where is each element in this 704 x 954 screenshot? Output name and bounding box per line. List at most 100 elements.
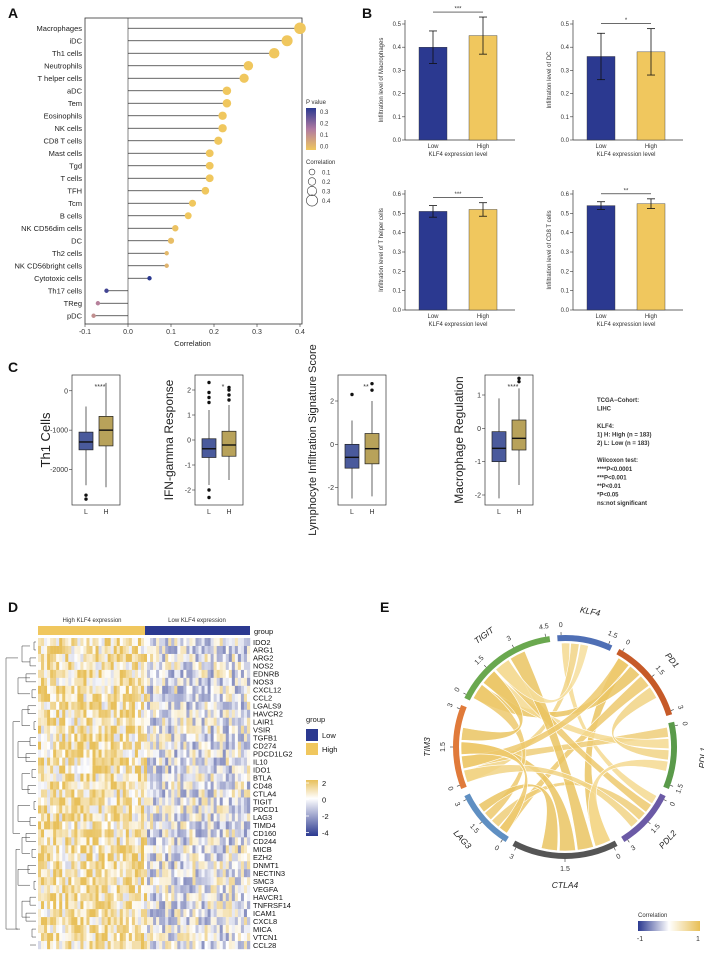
heatmap-cell [153,677,157,687]
heatmap-cell [165,677,169,687]
heatmap-cell [65,925,69,934]
heatmap-cell [246,845,251,854]
heatmap-cell [47,781,51,790]
heatmap-cell [47,917,51,926]
heatmap-row [38,669,251,679]
heatmap-cell [225,709,229,718]
heatmap-cell [231,813,236,822]
heatmap-cell [116,933,120,942]
sector-name: CTLA4 [552,880,579,890]
heatmap-cell [71,741,75,750]
sector-tick [463,692,467,695]
heatmap-cell [159,725,163,734]
heatmap-cell [122,741,127,750]
heatmap-cell [243,821,248,830]
box-plot-2: 210-1-2L H*IFN-gamma Response [162,374,244,516]
heatmap-cell [159,741,163,750]
heatmap-cell [186,917,190,926]
heatmap-cell [95,773,99,782]
heatmap-cell [101,861,105,870]
heatmap-cell [65,837,69,846]
heatmap-cell [231,909,236,918]
heatmap-cell [125,909,130,918]
heatmap-cell [98,933,102,942]
heatmap-cell [183,661,187,671]
heatmap-cell [213,829,217,838]
heatmap-cell [183,925,187,934]
heatmap-cell [92,941,96,950]
heatmap-cell [171,701,175,710]
heatmap-cell [177,861,181,870]
heatmap-cell [186,901,190,910]
heatmap-cell [231,877,236,886]
heatmap-cell [234,773,239,782]
heatmap-cell [134,869,139,878]
heatmap-cell [122,733,127,742]
chord-link [561,642,658,805]
heatmap-cell [183,765,187,774]
heatmap-cell [134,941,139,950]
heatmap-cell [162,901,166,910]
heatmap-cell [56,677,60,687]
heatmap-cell [107,869,111,878]
heatmap-cell [137,701,142,710]
heatmap-cell [56,725,60,734]
heatmap-cell [201,693,205,702]
heatmap-cell [147,725,151,734]
heatmap-cell [50,773,54,782]
heatmap-cell [189,877,193,886]
heatmap-cell [153,813,157,822]
heatmap-cell [219,845,223,854]
heatmap-cell [216,661,220,671]
heatmap-cell [131,717,136,726]
lollipop-point [218,111,227,120]
heatmap-cell [216,733,220,742]
heatmap-cell [140,749,145,758]
heatmap-cell [110,845,114,854]
heatmap-cell [222,917,226,926]
heatmap-cell [192,781,196,790]
heatmap-cell [168,789,172,798]
heatmap-cell [159,733,163,742]
heatmap-cell [189,749,193,758]
heatmap-cell [162,789,166,798]
heatmap-cell [86,789,90,798]
heatmap-cell [240,669,245,679]
sector-tick-label: 0 [615,853,622,861]
heatmap-cell [125,781,130,790]
y-tick-label: 0.4 [561,231,570,237]
heatmap-cell [125,869,130,878]
heatmap-cell [198,685,202,695]
heatmap-cell [192,925,196,934]
heatmap-cell [162,933,166,942]
heatmap-cell [210,653,214,663]
heatmap-cell [207,853,211,862]
outlier-point [207,390,211,395]
heatmap-cell [174,781,178,790]
heatmap-cell [125,685,130,695]
heatmap-cell [243,685,248,695]
heatmap-cell [56,741,60,750]
heatmap-cell [50,909,54,918]
heatmap-cell [116,709,120,718]
heatmap-cell [162,813,166,822]
heatmap-cell [234,805,239,814]
heatmap-cell [86,638,90,647]
heatmap-cell [80,677,84,687]
heatmap-cell [198,901,202,910]
heatmap-cell [204,789,208,798]
gene-label: BTLA [253,773,272,782]
heatmap-cell [137,893,142,902]
heatmap-cell [153,797,157,806]
heatmap-cell [159,701,163,710]
heatmap-cell [150,893,154,902]
heatmap-cell [228,829,233,838]
heatmap-cell [56,805,60,814]
heatmap-cell [183,941,187,950]
heatmap-cell [198,645,202,655]
heatmap-cell [147,837,151,846]
x-tick-label: High [645,314,657,320]
heatmap-cell [210,909,214,918]
heatmap-cell [237,717,242,726]
